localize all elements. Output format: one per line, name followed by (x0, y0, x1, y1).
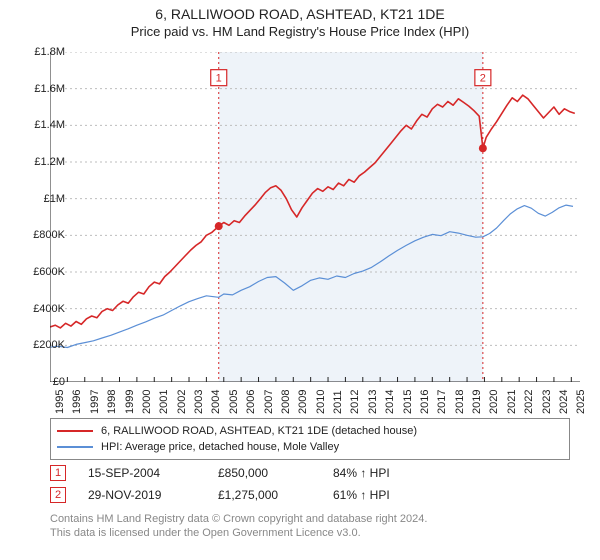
x-tick-label: 2003 (193, 390, 205, 414)
y-tick-label: £200K (33, 339, 65, 351)
x-tick-label: 2011 (332, 390, 344, 414)
marker-table: 1 15-SEP-2004£850,00084% ↑ HPI 2 29-NOV-201… (50, 462, 570, 506)
marker-price: £850,000 (218, 466, 333, 480)
x-tick-label: 2013 (367, 390, 379, 414)
legend-row: 6, RALLIWOOD ROAD, ASHTEAD, KT21 1DE (de… (57, 423, 563, 439)
x-tick-label: 2007 (263, 390, 275, 414)
attribution-line1: Contains HM Land Registry data © Crown c… (50, 512, 570, 526)
marker-row: 1 15-SEP-2004£850,00084% ↑ HPI (50, 462, 570, 484)
x-tick-label: 1997 (89, 390, 101, 414)
chart-svg: 12 (50, 52, 580, 382)
marker-pct: 61% ↑ HPI (333, 488, 443, 502)
x-tick-label: 2002 (176, 390, 188, 414)
chart-title: 6, RALLIWOOD ROAD, ASHTEAD, KT21 1DE (0, 0, 600, 22)
x-tick-label: 2017 (436, 390, 448, 414)
x-tick-label: 2016 (419, 390, 431, 414)
x-tick-label: 2005 (228, 390, 240, 414)
marker-badge: 2 (50, 487, 66, 503)
marker-date: 15-SEP-2004 (88, 466, 218, 480)
x-tick-label: 2015 (402, 390, 414, 414)
x-tick-label: 2006 (245, 390, 257, 414)
svg-text:2: 2 (480, 73, 486, 85)
y-tick-label: £600K (33, 266, 65, 278)
x-tick-label: 2012 (349, 390, 361, 414)
x-tick-label: 1995 (54, 390, 66, 414)
x-tick-label: 2024 (558, 390, 570, 414)
y-tick-label: £1.6M (34, 83, 65, 95)
y-tick-label: £400K (33, 303, 65, 315)
x-tick-label: 2000 (141, 390, 153, 414)
y-tick-label: £1M (44, 193, 65, 205)
y-tick-label: £1.2M (34, 156, 65, 168)
marker-pct: 84% ↑ HPI (333, 466, 443, 480)
x-tick-label: 1999 (124, 390, 136, 414)
svg-text:1: 1 (216, 73, 222, 85)
x-tick-label: 1998 (106, 390, 118, 414)
marker-badge: 1 (50, 465, 66, 481)
x-tick-label: 2008 (280, 390, 292, 414)
attribution: Contains HM Land Registry data © Crown c… (50, 512, 570, 541)
chart-plot-area: 12 (50, 52, 580, 382)
legend-label: HPI: Average price, detached house, Mole… (101, 441, 339, 453)
marker-date: 29-NOV-2019 (88, 488, 218, 502)
y-tick-label: £1.4M (34, 119, 65, 131)
y-tick-label: £1.8M (34, 46, 65, 58)
legend-label: 6, RALLIWOOD ROAD, ASHTEAD, KT21 1DE (de… (101, 425, 417, 437)
x-tick-label: 2009 (297, 390, 309, 414)
x-tick-label: 2022 (523, 390, 535, 414)
x-tick-label: 2019 (471, 390, 483, 414)
y-tick-label: £800K (33, 229, 65, 241)
x-tick-label: 2014 (384, 390, 396, 414)
x-tick-label: 2010 (315, 390, 327, 414)
x-tick-label: 1996 (71, 390, 83, 414)
x-tick-label: 2004 (210, 390, 222, 414)
y-tick-label: £0 (53, 376, 65, 388)
attribution-line2: This data is licensed under the Open Gov… (50, 526, 570, 540)
legend-swatch (57, 446, 93, 448)
legend-swatch (57, 430, 93, 432)
x-tick-label: 2001 (158, 390, 170, 414)
x-tick-label: 2018 (454, 390, 466, 414)
chart-subtitle: Price paid vs. HM Land Registry's House … (0, 22, 600, 41)
legend: 6, RALLIWOOD ROAD, ASHTEAD, KT21 1DE (de… (50, 418, 570, 460)
x-tick-label: 2020 (488, 390, 500, 414)
marker-price: £1,275,000 (218, 488, 333, 502)
x-tick-label: 2025 (575, 390, 587, 414)
x-tick-label: 2023 (541, 390, 553, 414)
x-tick-label: 2021 (506, 390, 518, 414)
legend-row: HPI: Average price, detached house, Mole… (57, 439, 563, 455)
marker-row: 2 29-NOV-2019£1,275,00061% ↑ HPI (50, 484, 570, 506)
